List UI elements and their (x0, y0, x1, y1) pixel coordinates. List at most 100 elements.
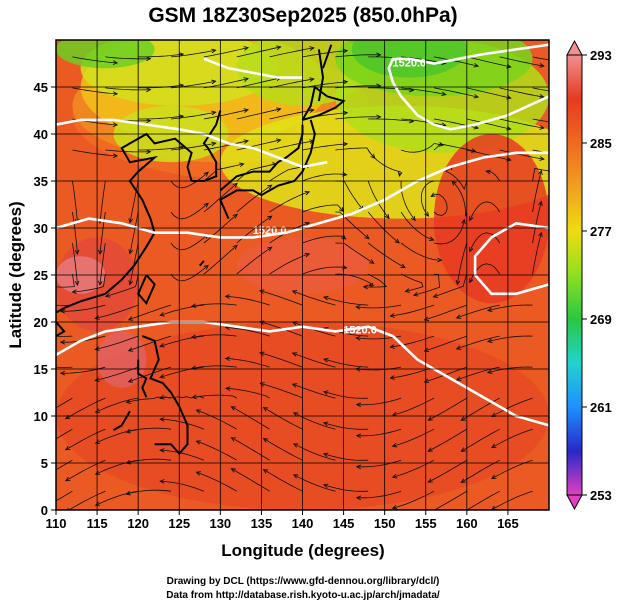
streamline (138, 146, 184, 151)
x-tick-label: 140 (292, 516, 314, 531)
streamline (392, 490, 435, 509)
plot-area: 1520.0 1520.0 1520.0 (28, 40, 563, 510)
streamline (160, 449, 205, 461)
streamline (457, 242, 468, 285)
streamline-arrowhead (195, 409, 201, 414)
streamline (160, 418, 205, 430)
y-tick-label: 20 (34, 315, 48, 330)
streamline (160, 480, 205, 492)
streamline-arrowhead (355, 495, 362, 501)
streamline (236, 184, 272, 213)
streamline (356, 490, 402, 499)
streamline-arrowhead (323, 357, 329, 363)
streamline (269, 47, 314, 58)
height-contour (473, 221, 549, 296)
streamline (126, 489, 172, 495)
streamline (400, 242, 442, 261)
streamline (335, 211, 370, 240)
streamline (65, 397, 106, 420)
streamline-arrowhead (486, 369, 493, 374)
streamline-arrowhead (412, 292, 419, 297)
streamline-arrowhead (367, 282, 374, 288)
streamline (499, 149, 544, 160)
streamline (95, 366, 139, 381)
streamline-arrowhead (455, 279, 461, 286)
streamline (428, 428, 468, 452)
streamline-arrowhead (43, 284, 47, 288)
streamline-arrowhead (230, 468, 236, 473)
streamline-arrowhead (28, 300, 32, 304)
streamline-arrowhead (355, 304, 361, 310)
streamline-arrowhead (276, 138, 282, 144)
streamline-arrowhead (469, 277, 474, 284)
streamline-arrowhead (304, 190, 311, 196)
streamline (269, 78, 314, 89)
streamline-arrowhead (355, 433, 362, 439)
streamline-arrowhead (438, 142, 445, 147)
streamline-arrowhead (322, 295, 329, 301)
streamline-arrowhead (461, 218, 466, 225)
streamline (323, 453, 369, 461)
streamline (170, 142, 216, 151)
streamline-arrowhead (322, 421, 329, 427)
streamline-arrowhead (34, 448, 39, 452)
streamline-arrowhead (362, 284, 369, 290)
streamline-arrowhead (391, 473, 398, 479)
streamline-arrowhead (389, 375, 395, 380)
streamline-arrowhead (262, 438, 269, 443)
streamline-arrowhead (291, 352, 298, 357)
streamline (72, 87, 118, 95)
streamline (56, 335, 73, 337)
streamline-arrowhead (243, 77, 249, 82)
streamline (56, 304, 73, 306)
streamline-arrowhead (559, 166, 563, 170)
y-tick-label: 15 (34, 362, 48, 377)
streamline-arrowhead (355, 464, 362, 470)
streamline (225, 295, 270, 306)
streamline (138, 115, 184, 120)
streamline-arrowhead (224, 294, 230, 299)
streamline (400, 180, 416, 221)
streamline (302, 204, 344, 213)
streamline-arrowhead (455, 376, 462, 381)
streamline-arrowhead (34, 479, 39, 483)
streamline-arrowhead (342, 48, 349, 54)
streamline (231, 437, 270, 461)
streamline (499, 118, 544, 129)
streamline (196, 409, 237, 430)
streamline-arrowhead (28, 362, 32, 366)
streamline (95, 304, 139, 319)
streamline-arrowhead (94, 470, 101, 475)
streamline-arrowhead (239, 162, 245, 168)
streamline (99, 211, 106, 255)
streamline (323, 484, 369, 492)
streamline (466, 118, 511, 130)
colorbar-gradient (566, 54, 583, 496)
streamline-arrowhead (423, 316, 430, 322)
streamline-arrowhead (291, 290, 298, 295)
streamline-arrowhead (225, 386, 231, 391)
colorbar-tick-label: 261 (590, 400, 612, 415)
streamline (428, 397, 468, 421)
streamline-arrowhead (190, 303, 197, 308)
streamline-arrowhead (291, 383, 298, 388)
streamline-arrowhead (190, 334, 197, 340)
streamline (196, 440, 237, 461)
streamline-arrowhead (203, 171, 209, 177)
streamline (323, 296, 369, 306)
streamline (392, 459, 435, 478)
streamline-arrowhead (430, 192, 436, 198)
colorbar-min-arrow (566, 494, 583, 511)
streamline (99, 242, 106, 286)
streamline-arrowhead (159, 417, 165, 422)
streamline-arrowhead (125, 399, 132, 404)
streamline (225, 327, 270, 337)
y-tick-label: 25 (34, 268, 48, 283)
streamline-arrowhead (127, 316, 134, 321)
coastline (191, 110, 222, 182)
streamline-arrowhead (112, 122, 119, 128)
streamline (263, 438, 303, 461)
y-tick-label: 0 (41, 503, 48, 518)
streamline-arrowhead (243, 46, 250, 51)
streamline-arrowhead (538, 200, 543, 207)
